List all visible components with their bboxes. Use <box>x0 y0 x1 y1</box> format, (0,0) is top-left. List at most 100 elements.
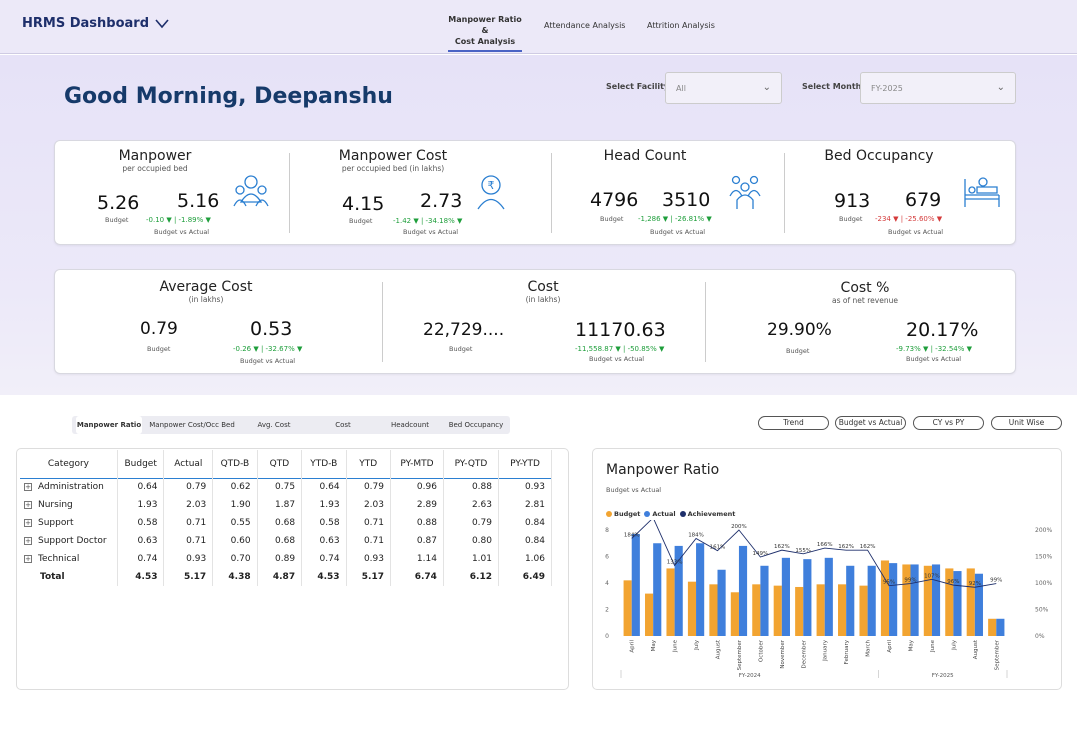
x-tick-label: August <box>716 639 722 659</box>
actual-bar <box>889 563 898 636</box>
kpi-head-count-header: Head Count <box>590 148 700 164</box>
value-cell: 0.79 <box>443 514 499 532</box>
kpi-title: Cost <box>527 279 559 295</box>
tab-manpower-cost-occ-bed[interactable]: Manpower Cost/Occ Bed <box>149 421 235 429</box>
tab-attendance-analysis[interactable]: Attendance Analysis <box>544 21 626 30</box>
kpi-subtitle: (in lakhs) <box>525 295 561 304</box>
category-label: Nursing <box>38 500 73 510</box>
budget-bar <box>838 584 847 636</box>
budget-bar <box>816 584 825 636</box>
kpi-average-cost-header: Average Cost (in lakhs) <box>150 279 262 304</box>
kpi-delta: -11,558.87 ▼ | -50.85% ▼ <box>575 345 665 353</box>
column-header[interactable]: Budget <box>117 450 165 478</box>
kpi-budget-label: Budget <box>449 345 473 353</box>
expand-plus-icon[interactable]: + <box>24 555 32 563</box>
budget-vs-actual-button[interactable]: Budget vs Actual <box>835 416 906 430</box>
app-title-dropdown[interactable]: HRMS Dashboard <box>22 16 169 31</box>
group-label: FY-2024 <box>739 673 761 679</box>
total-row: Total 4.53 5.17 4.38 4.87 4.53 5.17 6.74 6.12 6.4… <box>20 568 553 586</box>
value-cell: 0.93 <box>498 477 553 496</box>
table-body: + Administration 0.64 0.79 0.62 0.75 0.64 0.79 0… <box>20 477 553 586</box>
kpi-budget-value: 913 <box>834 190 871 212</box>
greeting: Good Morning, Deepanshu <box>64 84 393 109</box>
x-tick-label: September <box>737 639 743 670</box>
value-cell: 0.60 <box>212 532 258 550</box>
x-tick-label: January <box>823 639 829 662</box>
y2-tick-label: 0% <box>1035 633 1045 640</box>
achievement-label: 162% <box>838 544 854 550</box>
kpi-actual-value: 3510 <box>662 189 711 211</box>
total-cell: 4.53 <box>301 568 347 586</box>
kpi-delta: -0.10 ▼ | -1.89% ▼ <box>146 216 211 224</box>
column-header[interactable]: PY-MTD <box>390 450 444 478</box>
kpi-delta: -1.42 ▼ | -34.18% ▼ <box>393 217 463 225</box>
column-header[interactable]: QTD <box>257 450 303 478</box>
facility-select[interactable]: All ⌄ <box>665 72 782 104</box>
column-header[interactable]: Category <box>20 450 118 478</box>
tab-cost[interactable]: Cost <box>335 421 351 429</box>
kpi-budget-value: 5.26 <box>97 192 140 214</box>
total-cell: 6.74 <box>390 568 444 586</box>
value-cell: 0.63 <box>117 532 165 550</box>
divider <box>784 153 785 233</box>
kpi-delta: -234 ▼ | -25.60% ▼ <box>875 215 943 223</box>
kpi-delta: -1,286 ▼ | -26.81% ▼ <box>638 215 712 223</box>
kpi-subtitle: as of net revenue <box>832 296 898 305</box>
column-header[interactable]: QTD-B <box>212 450 258 478</box>
legend-actual[interactable]: Actual <box>644 510 676 518</box>
column-header[interactable]: YTD <box>346 450 392 478</box>
kpi-budget-value: 4796 <box>590 189 639 211</box>
tab-bed-occupancy[interactable]: Bed Occupancy <box>448 421 504 429</box>
value-cell: 0.79 <box>346 477 392 496</box>
cy-vs-py-button[interactable]: CY vs PY <box>913 416 984 430</box>
legend-achievement[interactable]: Achievement <box>679 510 735 518</box>
kpi-budget-label: Budget <box>600 215 624 223</box>
table-row[interactable]: + Administration 0.64 0.79 0.62 0.75 0.64 0.79 0… <box>20 477 553 496</box>
app-title: HRMS Dashboard <box>22 16 149 31</box>
column-header[interactable]: PY-YTD <box>498 450 553 478</box>
group-label: FY-2025 <box>932 673 954 679</box>
kpi-budget-value: 22,729.... <box>423 320 505 340</box>
value-cell: 0.70 <box>212 550 258 568</box>
table-row[interactable]: + Nursing 1.93 2.03 1.90 1.87 1.93 2.03 2.89 2.63… <box>20 496 553 514</box>
kpi-budget-label: Budget <box>839 215 863 223</box>
kpi-subtitle: (in lakhs) <box>188 295 224 304</box>
kpi-card-top <box>54 140 1016 245</box>
expand-plus-icon[interactable]: + <box>24 537 32 545</box>
kpi-actual-value: 20.17% <box>906 319 979 341</box>
value-cell: 2.89 <box>390 496 444 514</box>
unit-wise-button[interactable]: Unit Wise <box>991 416 1062 430</box>
expand-plus-icon[interactable]: + <box>24 519 32 527</box>
tab-manpower-ratio-cost[interactable]: Manpower Ratio & Cost Analysis <box>448 14 522 52</box>
tab-attrition-analysis[interactable]: Attrition Analysis <box>647 21 715 30</box>
month-select[interactable]: FY-2025 ⌄ <box>860 72 1016 104</box>
month-value: FY-2025 <box>871 84 903 93</box>
actual-bar <box>653 543 662 636</box>
value-cell: 2.03 <box>346 496 392 514</box>
table-row[interactable]: + Support Doctor 0.63 0.71 0.60 0.68 0.63 0.71 0… <box>20 532 553 550</box>
y-tick-label: 4 <box>605 580 609 587</box>
trend-button[interactable]: Trend <box>758 416 829 430</box>
expand-plus-icon[interactable]: + <box>24 501 32 509</box>
actual-bar <box>696 543 705 636</box>
achievement-label: 133% <box>667 560 683 566</box>
tab-avg-cost[interactable]: Avg. Cost <box>257 421 291 429</box>
legend-budget[interactable]: Budget <box>606 510 640 518</box>
expand-plus-icon[interactable]: + <box>24 483 32 492</box>
category-label: Support Doctor <box>38 536 107 546</box>
tab-headcount[interactable]: Headcount <box>390 421 430 429</box>
tab-manpower-ratio[interactable]: Manpower Ratio <box>76 416 142 434</box>
column-header[interactable]: Actual <box>163 450 214 478</box>
x-tick-label: June <box>673 639 679 653</box>
value-cell: 0.88 <box>390 514 444 532</box>
column-header[interactable]: YTD-B <box>301 450 347 478</box>
budget-bar <box>880 560 890 636</box>
total-cell: 5.17 <box>163 568 214 586</box>
table-row[interactable]: + Support 0.58 0.71 0.55 0.68 0.58 0.71 0.88 0.79… <box>20 514 553 532</box>
column-header[interactable]: PY-QTD <box>443 450 499 478</box>
budget-bar <box>730 592 739 636</box>
budget-bar <box>773 585 782 636</box>
table-row[interactable]: + Technical 0.74 0.93 0.70 0.89 0.74 0.93 1.14 1.… <box>20 550 553 568</box>
value-cell: 2.03 <box>163 496 214 514</box>
kpi-card-bottom <box>54 269 1016 374</box>
